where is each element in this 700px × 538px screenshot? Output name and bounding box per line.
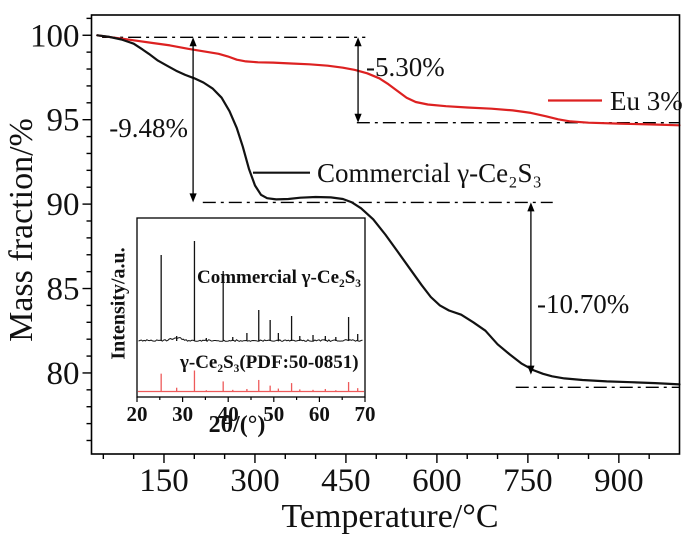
plot-frame — [90, 14, 681, 455]
x-tick-label: 750 — [503, 463, 553, 499]
y-tick-label: 90 — [47, 187, 80, 223]
x-tick-label: 450 — [321, 463, 371, 499]
y-tick-label: 95 — [47, 103, 80, 139]
inset-x-tick-label: 50 — [263, 402, 284, 426]
inset-sample-label: Commercial γ-Ce₂S₃ — [197, 267, 361, 288]
annotation-arrow-2 — [527, 202, 535, 375]
x-tick-label: 900 — [594, 463, 644, 499]
annotation-mass-loss-1070: -10.70% — [537, 289, 630, 319]
x-axis-title: Temperature/°C — [281, 498, 499, 535]
y-tick-label: 85 — [47, 272, 80, 308]
annotation-arrow-0 — [189, 37, 197, 203]
inset-x-tick-label: 40 — [218, 402, 239, 426]
inset-axis-ticks — [136, 397, 366, 402]
y-tick-label: 100 — [30, 18, 80, 54]
annotation-arrow-1 — [354, 37, 362, 123]
inset-x-axis-title: 2θ/(°) — [208, 412, 266, 438]
inset-reference-label: γ-Ce₂S₃(PDF:50-0851) — [180, 352, 359, 373]
annotation-mass-loss-530: -5.30% — [366, 52, 445, 82]
inset-x-tick-label: 60 — [309, 402, 330, 426]
x-tick-label: 300 — [230, 463, 280, 499]
inset-x-tick-label: 20 — [127, 402, 148, 426]
series-curve-eu3 — [96, 34, 681, 127]
annotation-mass-loss-948: -9.48% — [109, 113, 188, 143]
y-tick-label: 80 — [47, 356, 80, 392]
inset-y-axis-title: Intensity/a.u. — [107, 247, 130, 360]
main-axis-ticks — [82, 17, 650, 463]
legend-label-eu3: Eu 3% — [610, 86, 683, 116]
inset-peaks — [160, 241, 359, 392]
inset-x-tick-label: 30 — [172, 402, 193, 426]
legend-label-commercial: Commercial γ-Ce₂S₃ — [317, 158, 542, 188]
x-tick-label: 600 — [412, 463, 462, 499]
inset-x-tick-label: 70 — [355, 402, 376, 426]
y-axis-title: Mass fraction/% — [3, 118, 40, 342]
x-tick-label: 150 — [139, 463, 189, 499]
series-curve-commercial — [96, 34, 681, 386]
